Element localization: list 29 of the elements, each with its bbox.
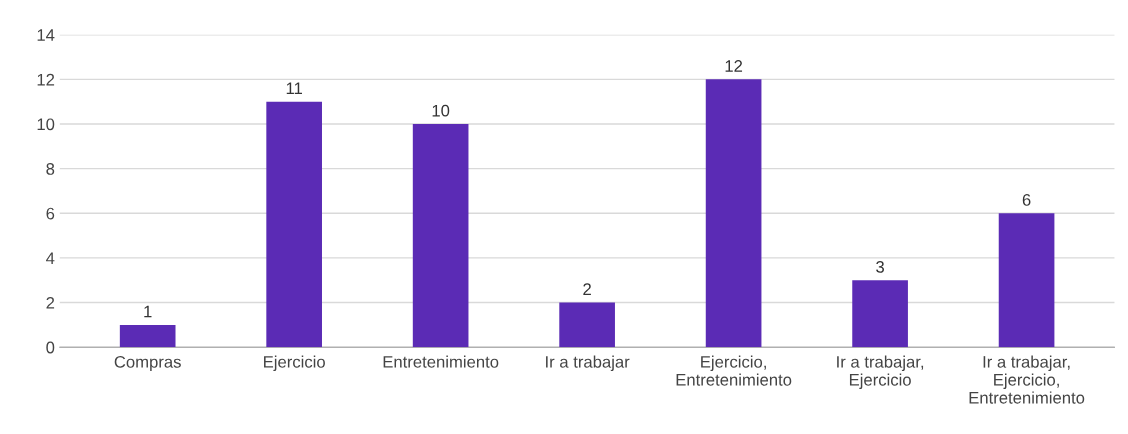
x-tick-label: Entretenimiento xyxy=(383,355,499,368)
x-tick-label: Ir a trabajar xyxy=(546,355,630,372)
x-tick-label: Ejercicio, Entretenimiento xyxy=(676,355,792,386)
data-label: 2 xyxy=(583,283,591,295)
y-tick-label: 2 xyxy=(46,296,55,309)
x-tick-label: Compras xyxy=(114,355,181,372)
bar xyxy=(119,324,176,348)
y-tick-label: 12 xyxy=(37,73,55,86)
bar xyxy=(705,79,762,348)
x-tick-label: Ir a trabajar, Ejercicio, Entretenimiento xyxy=(969,355,1085,404)
data-label: 10 xyxy=(432,104,450,117)
y-tick-label: 14 xyxy=(37,29,55,41)
y-tick-label: 4 xyxy=(46,252,55,264)
bar xyxy=(559,302,615,348)
x-tick-label: Ir a trabajar, Ejercicio xyxy=(837,355,924,390)
data-label: 6 xyxy=(1022,194,1031,206)
data-label: 1 xyxy=(144,305,152,318)
bar xyxy=(266,101,322,348)
data-label: 12 xyxy=(725,60,743,72)
y-tick-label: 0 xyxy=(46,341,55,354)
bar xyxy=(412,124,469,348)
y-tick-label: 8 xyxy=(46,163,55,175)
y-tick-label: 10 xyxy=(37,118,55,131)
bar xyxy=(852,280,908,348)
data-label: 11 xyxy=(286,82,302,95)
bar xyxy=(998,213,1055,348)
x-tick-label: Ejercicio xyxy=(264,355,325,372)
data-label: 3 xyxy=(876,260,884,273)
y-tick-label: 6 xyxy=(46,207,55,220)
